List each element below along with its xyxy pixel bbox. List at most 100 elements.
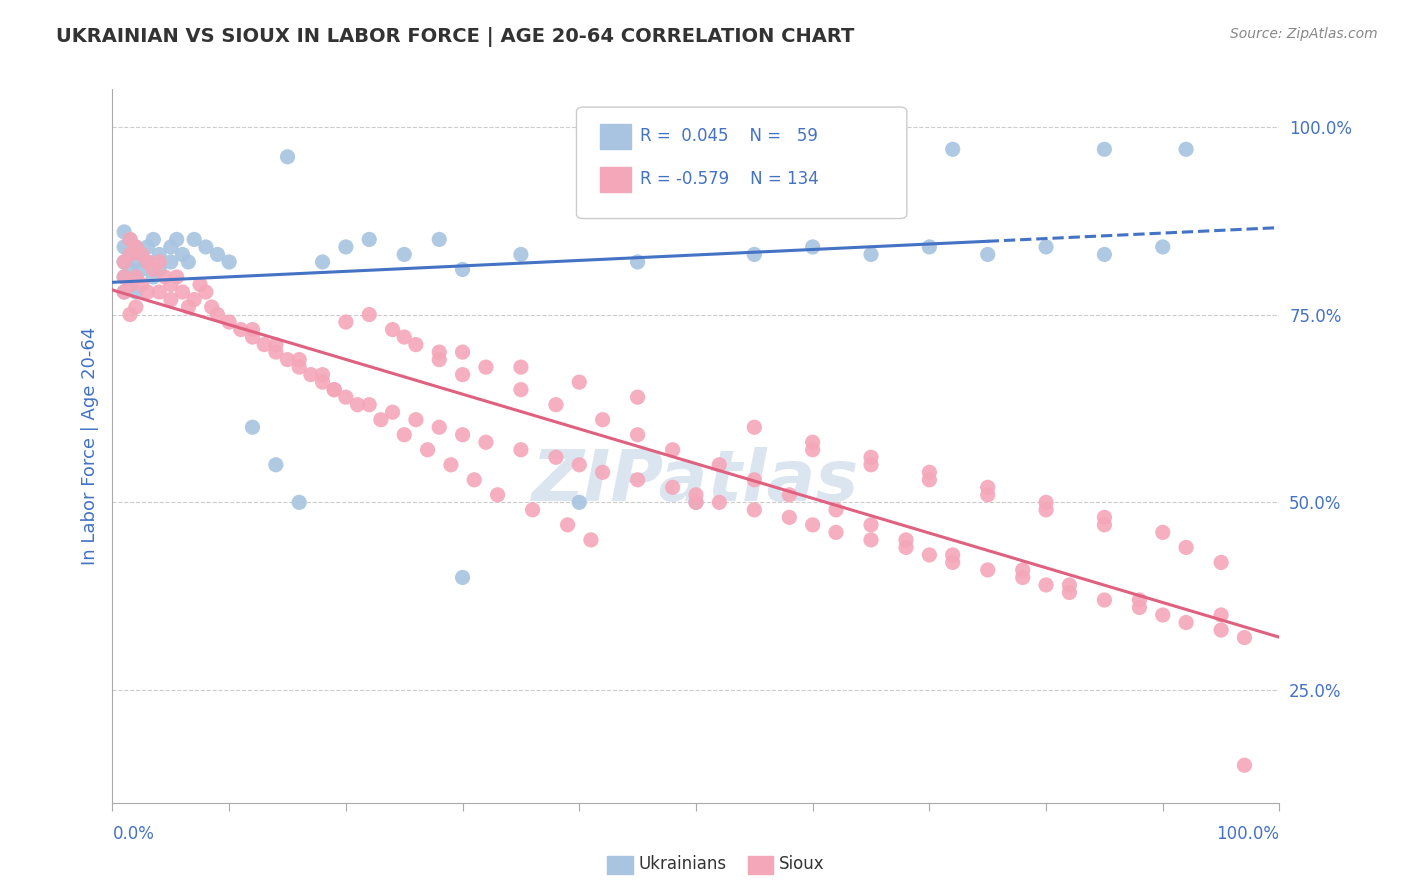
Point bbox=[359, 398, 381, 412]
Point bbox=[160, 277, 183, 292]
Point bbox=[451, 345, 474, 359]
Point bbox=[311, 255, 333, 269]
Point bbox=[860, 517, 883, 532]
Point bbox=[148, 285, 170, 299]
Point bbox=[131, 262, 153, 277]
Point bbox=[148, 247, 170, 261]
Point bbox=[1011, 563, 1033, 577]
Point bbox=[976, 488, 998, 502]
Point bbox=[918, 548, 941, 562]
Point bbox=[346, 398, 368, 412]
Point bbox=[288, 352, 311, 367]
Point bbox=[918, 465, 941, 479]
Point bbox=[744, 247, 766, 261]
Point bbox=[142, 262, 165, 277]
Text: Ukrainians: Ukrainians bbox=[638, 855, 727, 873]
Point bbox=[451, 570, 474, 584]
Point bbox=[381, 405, 404, 419]
Point bbox=[486, 488, 509, 502]
Point bbox=[685, 495, 707, 509]
Point bbox=[661, 480, 683, 494]
Point bbox=[592, 142, 614, 156]
Point bbox=[801, 435, 824, 450]
Point bbox=[1035, 495, 1057, 509]
Point bbox=[125, 285, 148, 299]
Point bbox=[299, 368, 322, 382]
Point bbox=[451, 262, 474, 277]
Point bbox=[160, 240, 183, 254]
Point bbox=[918, 240, 941, 254]
Point bbox=[359, 232, 381, 246]
Point bbox=[131, 277, 153, 292]
Point bbox=[131, 247, 153, 261]
Point bbox=[207, 247, 229, 261]
Point bbox=[125, 270, 148, 285]
Point bbox=[242, 330, 264, 344]
Point bbox=[1152, 607, 1174, 622]
Point bbox=[627, 390, 650, 404]
Point bbox=[522, 503, 544, 517]
Text: 0.0%: 0.0% bbox=[112, 825, 155, 843]
Point bbox=[166, 232, 188, 246]
Point bbox=[427, 420, 450, 434]
Point bbox=[544, 450, 567, 465]
Point bbox=[568, 458, 591, 472]
Point bbox=[894, 533, 917, 547]
Point bbox=[207, 308, 229, 322]
Point bbox=[778, 510, 800, 524]
Point bbox=[136, 255, 159, 269]
Point bbox=[276, 352, 298, 367]
Point bbox=[427, 345, 450, 359]
Point bbox=[160, 293, 183, 307]
Point bbox=[359, 308, 381, 322]
Point bbox=[627, 427, 650, 442]
Point bbox=[544, 398, 567, 412]
Point bbox=[323, 383, 346, 397]
Point bbox=[288, 360, 311, 375]
Point bbox=[188, 277, 211, 292]
Point bbox=[1128, 593, 1150, 607]
Point bbox=[1175, 615, 1198, 630]
Point bbox=[153, 270, 176, 285]
Point bbox=[311, 375, 333, 389]
Point bbox=[627, 255, 650, 269]
Point bbox=[112, 225, 135, 239]
Point bbox=[264, 458, 287, 472]
Point bbox=[801, 240, 824, 254]
Point bbox=[335, 315, 357, 329]
Point bbox=[568, 375, 591, 389]
Point bbox=[825, 503, 848, 517]
Point bbox=[860, 450, 883, 465]
Point bbox=[166, 270, 188, 285]
Point bbox=[1094, 593, 1116, 607]
Point bbox=[136, 255, 159, 269]
Point bbox=[709, 458, 731, 472]
Point bbox=[253, 337, 276, 351]
Point bbox=[112, 255, 135, 269]
Point bbox=[288, 495, 311, 509]
Point bbox=[1094, 142, 1116, 156]
Point bbox=[894, 541, 917, 555]
Point bbox=[177, 255, 200, 269]
Point bbox=[112, 285, 135, 299]
Point bbox=[1209, 607, 1232, 622]
Point bbox=[976, 563, 998, 577]
Point bbox=[218, 255, 240, 269]
Point bbox=[118, 308, 141, 322]
Point bbox=[475, 360, 498, 375]
Point bbox=[1035, 578, 1057, 592]
Point bbox=[335, 240, 357, 254]
Text: Sioux: Sioux bbox=[779, 855, 824, 873]
Point bbox=[118, 277, 141, 292]
Point bbox=[125, 300, 148, 314]
Point bbox=[801, 442, 824, 457]
Point bbox=[125, 255, 148, 269]
Point bbox=[112, 270, 135, 285]
Point bbox=[942, 142, 965, 156]
Point bbox=[148, 255, 170, 269]
Text: ZIPatlas: ZIPatlas bbox=[533, 447, 859, 516]
Point bbox=[860, 247, 883, 261]
Point bbox=[1209, 623, 1232, 637]
Point bbox=[311, 368, 333, 382]
Point bbox=[381, 322, 404, 336]
